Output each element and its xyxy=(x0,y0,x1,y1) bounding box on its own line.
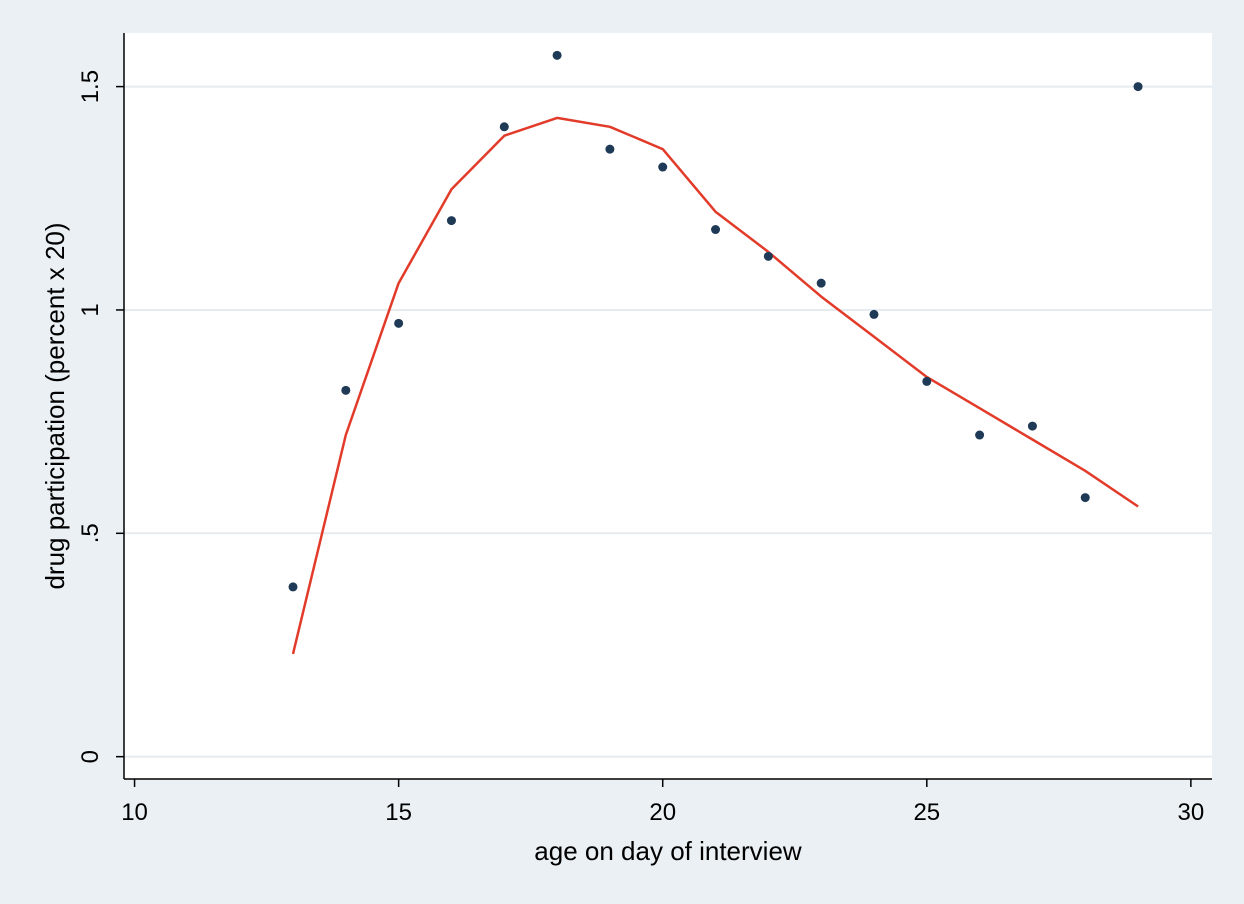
data-point xyxy=(499,122,509,132)
fit-line xyxy=(291,116,1139,655)
y-tick-label: 0 xyxy=(77,750,104,763)
data-point xyxy=(816,278,826,288)
data-point xyxy=(975,430,985,440)
x-axis-ticks: 10 15 20 25 30 xyxy=(121,779,1204,826)
y-axis-title: drug participation (percent x 20) xyxy=(40,222,70,589)
data-point xyxy=(552,50,562,60)
plot-area xyxy=(124,33,1212,779)
y-tick-label: 1.5 xyxy=(77,70,104,103)
points-series xyxy=(288,50,1143,592)
x-axis-title: age on day of interview xyxy=(534,836,802,866)
gridlines xyxy=(124,85,1212,758)
x-tick-label: 25 xyxy=(913,799,940,826)
data-point xyxy=(288,582,298,592)
x-tick-label: 30 xyxy=(1178,799,1205,826)
data-point xyxy=(869,309,879,319)
data-point xyxy=(1027,421,1037,431)
data-point xyxy=(341,385,351,395)
data-point xyxy=(922,376,932,386)
data-point xyxy=(763,251,773,261)
data-point xyxy=(1080,493,1090,503)
data-point xyxy=(605,144,615,154)
data-point xyxy=(711,225,721,235)
fit-line-series xyxy=(291,116,1139,655)
x-tick-label: 20 xyxy=(649,799,676,826)
y-tick-label: .5 xyxy=(77,523,104,543)
data-point xyxy=(394,318,404,328)
y-tick-label: 1 xyxy=(77,303,104,316)
data-point xyxy=(658,162,668,172)
data-point xyxy=(446,216,456,226)
y-axis-ticks: 0 .5 1 1.5 xyxy=(77,70,124,763)
x-tick-label: 15 xyxy=(385,799,412,826)
data-point xyxy=(1133,82,1143,92)
x-tick-label: 10 xyxy=(121,799,148,826)
